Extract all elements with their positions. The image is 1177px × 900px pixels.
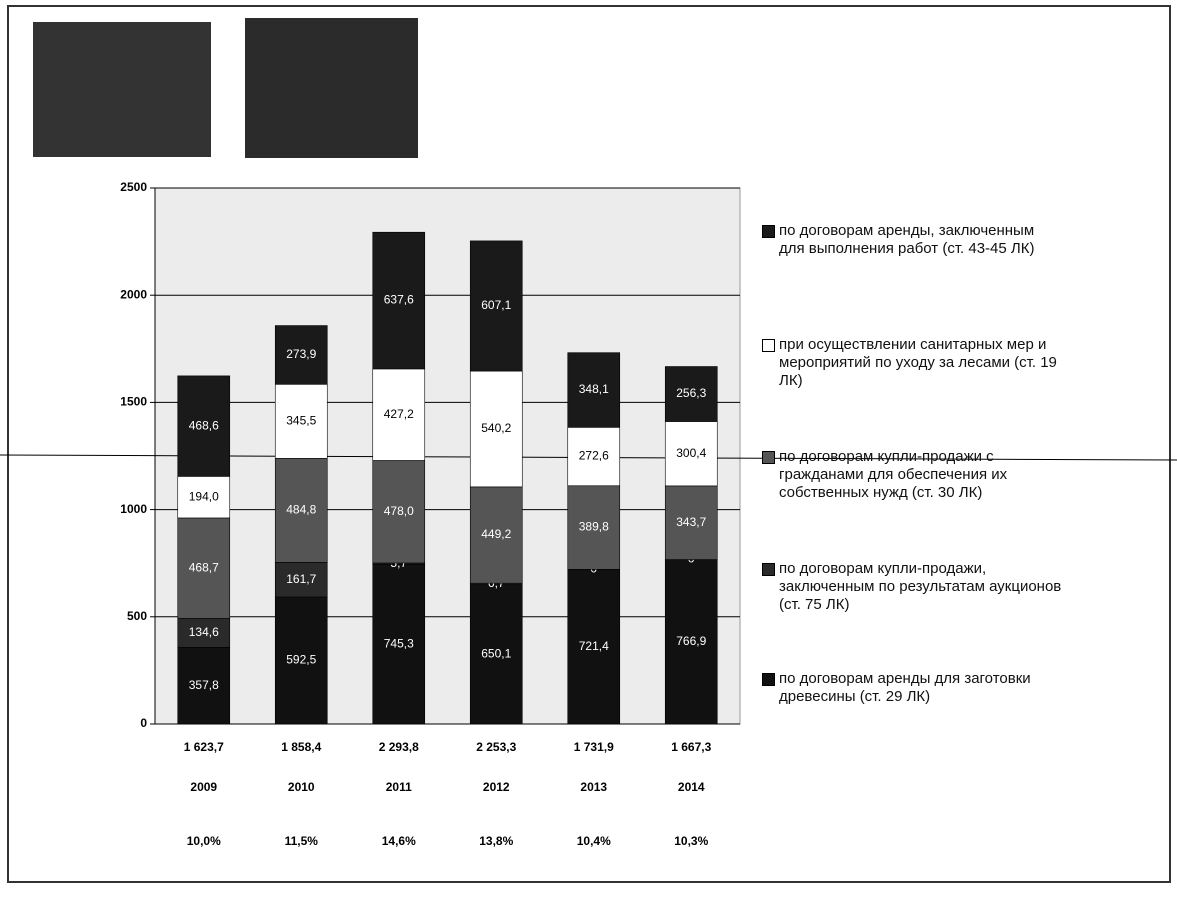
value-label: 389,8: [579, 520, 609, 534]
legend-item: по договорам купли-продажи с гражданами …: [762, 448, 1062, 502]
value-label: 256,3: [676, 386, 706, 400]
share-label: 11,5%: [285, 834, 319, 848]
x-tick-label: 2011: [386, 780, 412, 794]
legend-item: по договорам аренды, заключенным для вып…: [762, 222, 1062, 258]
x-tick-label: 2010: [288, 780, 315, 794]
total-label: 1 731,9: [574, 740, 614, 754]
x-tick-label: 2013: [580, 780, 607, 794]
x-tick-label: 2012: [483, 780, 510, 794]
value-label: 348,1: [579, 382, 609, 396]
y-tick-label: 2000: [120, 287, 147, 301]
legend-swatch: [762, 225, 775, 238]
value-label: 592,5: [286, 653, 316, 667]
value-label: 484,8: [286, 503, 316, 517]
value-label: 637,6: [384, 293, 414, 307]
value-label: 345,5: [286, 413, 316, 427]
legend-label: по договорам купли-продажи с гражданами …: [779, 448, 1062, 502]
x-tick-label: 2009: [190, 780, 217, 794]
x-tick-label: 2014: [678, 780, 705, 794]
value-label: 273,9: [286, 347, 316, 361]
share-label: 10,0%: [187, 834, 221, 848]
y-tick-label: 500: [127, 609, 147, 623]
value-label: 540,2: [481, 421, 511, 435]
y-tick-label: 0: [140, 716, 147, 730]
total-label: 2 293,8: [379, 740, 419, 754]
value-label: 766,9: [676, 634, 706, 648]
value-label: 427,2: [384, 407, 414, 421]
y-tick-label: 1000: [120, 502, 147, 516]
value-label: 161,7: [286, 572, 316, 586]
legend-swatch: [762, 339, 775, 352]
value-label: 357,8: [189, 678, 219, 692]
legend-swatch: [762, 563, 775, 576]
total-label: 1 623,7: [184, 740, 224, 754]
total-label: 2 253,3: [476, 740, 516, 754]
legend-label: при осуществлении санитарных мер и мероп…: [779, 336, 1062, 390]
value-label: 468,7: [189, 560, 219, 574]
total-label: 1 858,4: [281, 740, 321, 754]
legend-swatch: [762, 673, 775, 686]
share-label: 10,3%: [674, 834, 708, 848]
value-label: 300,4: [676, 446, 706, 460]
share-label: 13,8%: [479, 834, 513, 848]
legend-label: по договорам купли-продажи, заключенным …: [779, 560, 1062, 614]
value-label: 721,4: [579, 639, 609, 653]
y-tick-label: 1500: [120, 395, 147, 409]
value-label: 607,1: [481, 298, 511, 312]
legend-item: по договорам аренды для заготовки древес…: [762, 670, 1062, 706]
value-label: 650,1: [481, 646, 511, 660]
total-label: 1 667,3: [671, 740, 711, 754]
value-label: 449,2: [481, 527, 511, 541]
legend-label: по договорам аренды, заключенным для вып…: [779, 222, 1062, 258]
value-label: 343,7: [676, 515, 706, 529]
share-label: 14,6%: [382, 834, 416, 848]
value-label: 468,6: [189, 418, 219, 432]
y-tick-label: 2500: [120, 180, 147, 194]
value-label: 272,6: [579, 449, 609, 463]
legend-swatch: [762, 451, 775, 464]
value-label: 134,6: [189, 625, 219, 639]
legend-label: по договорам аренды для заготовки древес…: [779, 670, 1062, 706]
value-label: 478,0: [384, 504, 414, 518]
legend-item: при осуществлении санитарных мер и мероп…: [762, 336, 1062, 390]
page: 0 500 1000 1500 2000 2500 357,8 134,6 468,7 194,0…: [0, 0, 1177, 900]
photo: [245, 18, 418, 158]
value-label: 745,3: [384, 636, 414, 650]
photo: [33, 22, 211, 157]
legend-item: по договорам купли-продажи, заключенным …: [762, 560, 1062, 614]
share-label: 10,4%: [577, 834, 611, 848]
value-label: 194,0: [189, 489, 219, 503]
